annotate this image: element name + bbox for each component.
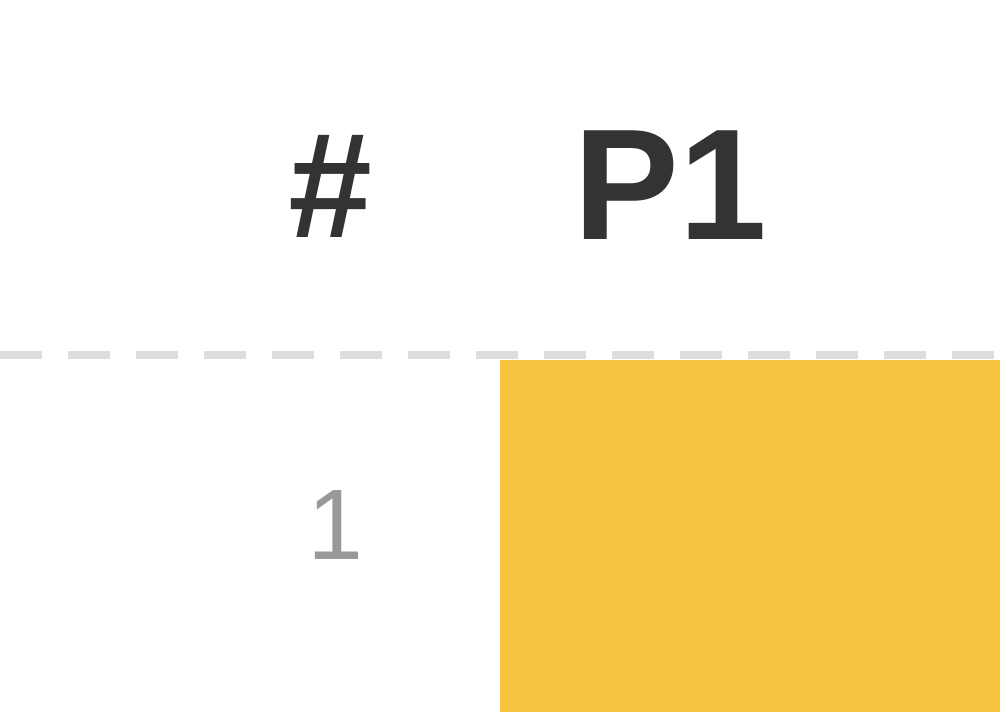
row-number: 1	[307, 469, 363, 581]
player-cell[interactable]	[500, 360, 1000, 712]
index-column-header: #	[288, 101, 372, 269]
player-column-header: P1	[573, 97, 767, 273]
header-divider	[0, 350, 1000, 360]
